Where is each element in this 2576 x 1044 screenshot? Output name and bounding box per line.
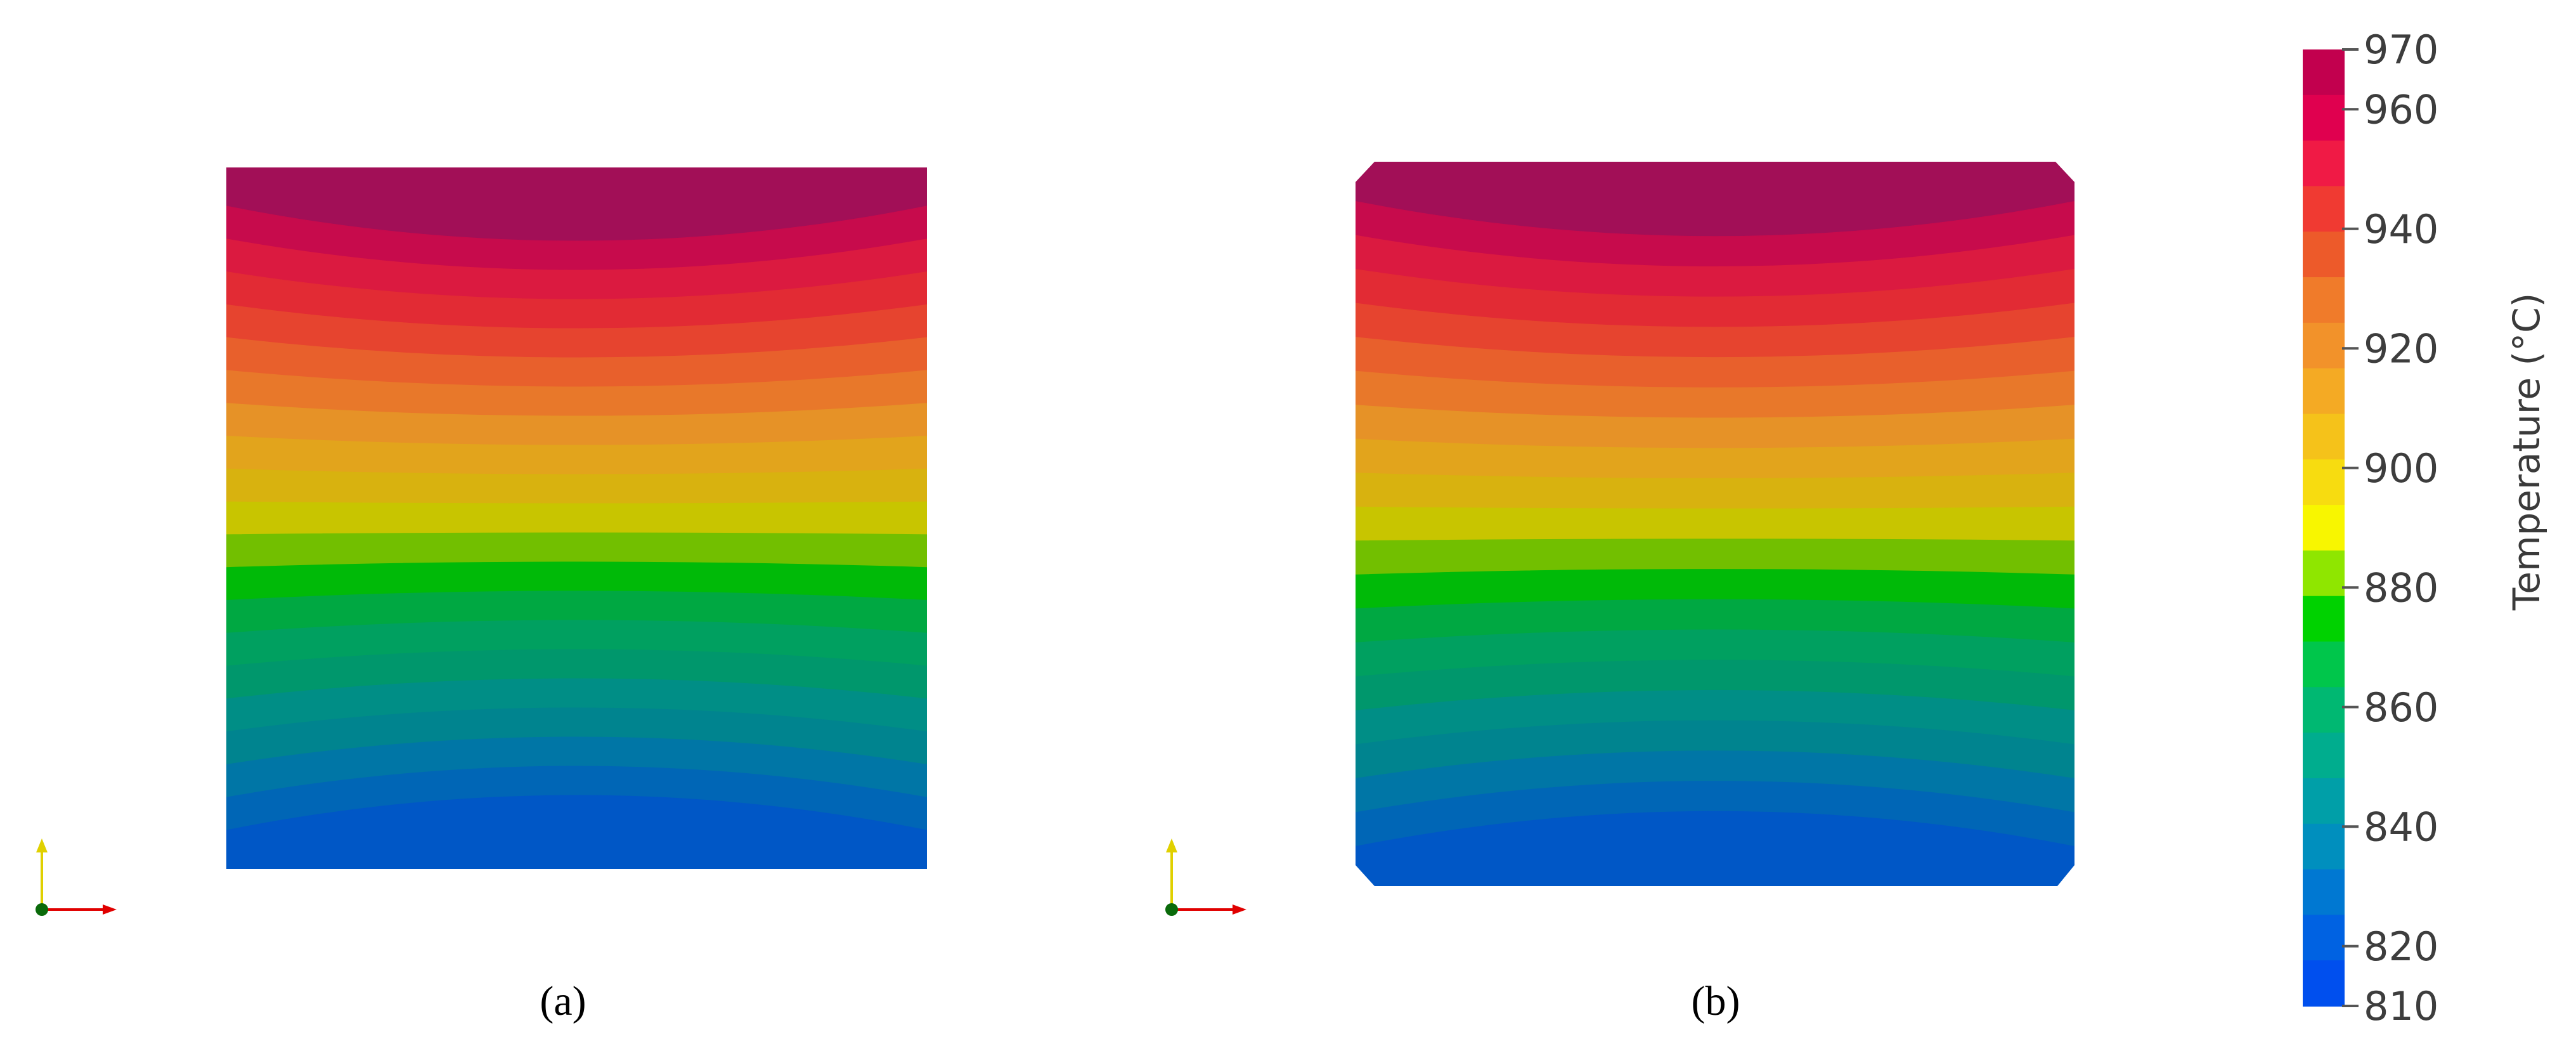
colorbar-band <box>2303 505 2345 551</box>
colorbar-band <box>2303 550 2345 597</box>
colorbar-band <box>2303 322 2345 369</box>
colorbar-band <box>2303 140 2345 187</box>
colorbar-band <box>2303 596 2345 643</box>
colorbar-band <box>2303 368 2345 415</box>
colorbar-tick-label: 860 <box>2364 684 2438 731</box>
temperature-field-panel-a <box>226 167 927 869</box>
colorbar-tick-label: 840 <box>2364 804 2438 850</box>
colorbar-band <box>2303 960 2345 1007</box>
colorbar-tick-label: 900 <box>2364 445 2438 492</box>
axes-orientation-triad-b <box>1165 838 1246 916</box>
colorbar-band <box>2303 459 2345 506</box>
contour-band <box>226 795 927 869</box>
colorbar-band <box>2303 733 2345 779</box>
colorbar-tick-label: 880 <box>2364 564 2438 611</box>
colorbar-band <box>2303 277 2345 323</box>
colorbar-tick-label: 810 <box>2364 983 2438 1029</box>
origin-dot-icon <box>1165 903 1178 916</box>
origin-dot-icon <box>36 903 48 916</box>
x-axis-arrow-icon <box>1233 904 1246 915</box>
y-axis-arrow-icon <box>36 838 48 852</box>
colorbar-band <box>2303 869 2345 916</box>
colorbar-tick-label: 960 <box>2364 86 2438 133</box>
colorbar-band <box>2303 95 2345 141</box>
colorbar-title: Temperature (°C) <box>2505 293 2548 611</box>
colorbar-tick-label: 940 <box>2364 206 2438 252</box>
colorbar-tick-label: 820 <box>2364 923 2438 970</box>
colorbar-tick-label: 970 <box>2364 27 2438 73</box>
colorbar-tick-label: 920 <box>2364 325 2438 372</box>
colorbar-band <box>2303 823 2345 870</box>
temperature-colorbar <box>2303 49 2345 1007</box>
caption-panel-b: (b) <box>1692 978 1740 1024</box>
caption-panel-a: (a) <box>540 978 586 1024</box>
colorbar-band <box>2303 232 2345 278</box>
colorbar-band <box>2303 778 2345 825</box>
colorbar-band <box>2303 641 2345 688</box>
colorbar-band <box>2303 687 2345 734</box>
colorbar-tick-labels: 970 960 940 920 900 880 860 840 820 810 <box>2342 27 2438 1029</box>
contour-band <box>1356 811 2074 886</box>
colorbar-band <box>2303 49 2345 96</box>
colorbar-band <box>2303 414 2345 460</box>
y-axis-arrow-icon <box>1166 838 1177 852</box>
colorbar-band <box>2303 186 2345 233</box>
colorbar-band <box>2303 915 2345 962</box>
x-axis-arrow-icon <box>103 904 117 915</box>
axes-orientation-triad-a <box>36 838 117 916</box>
temperature-field-panel-b <box>1356 162 2074 886</box>
